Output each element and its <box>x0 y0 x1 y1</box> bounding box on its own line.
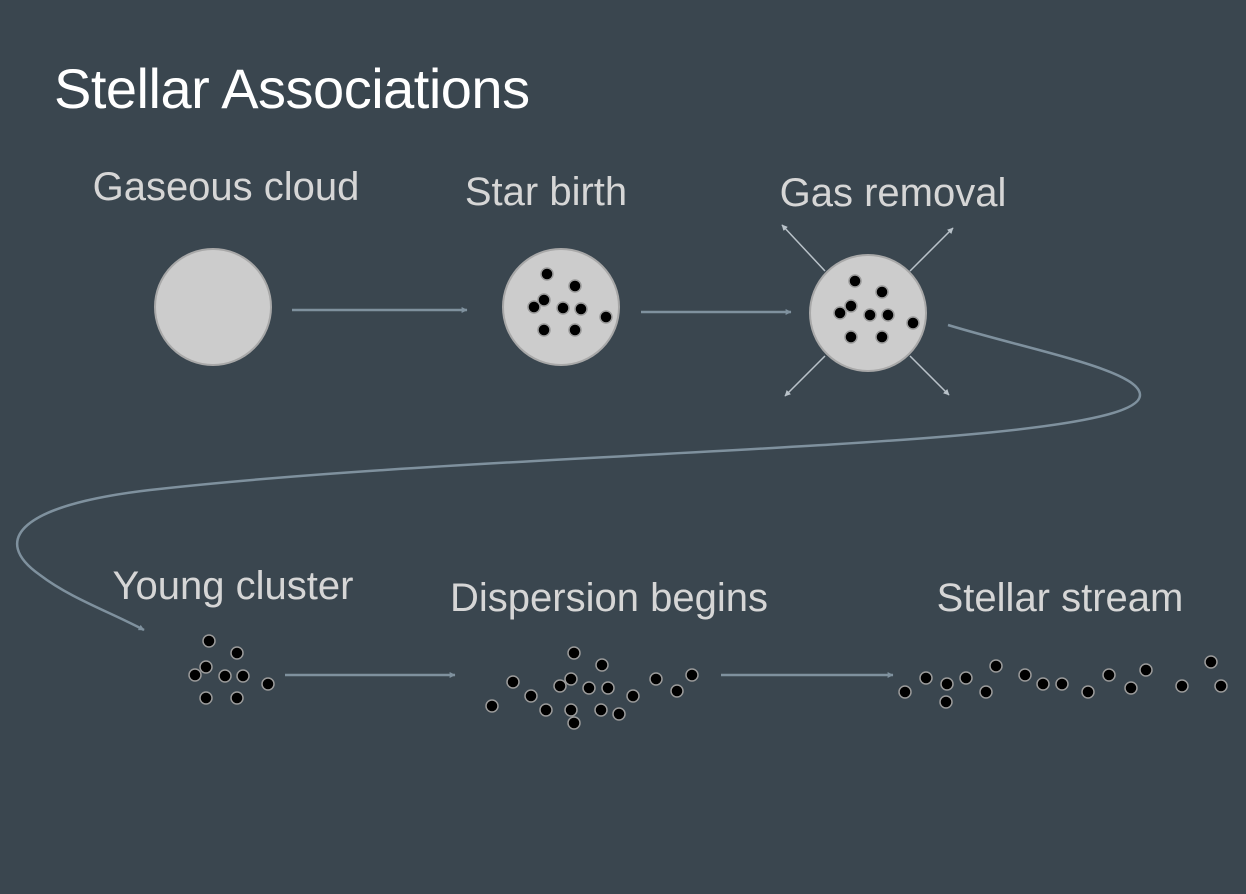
dispersion-begins-star-dot <box>582 681 596 695</box>
stellar-stream-star-dot <box>979 685 993 699</box>
gas-outflow-arrow-ur <box>909 227 954 272</box>
dispersion-begins-star-dot <box>506 675 520 689</box>
young-cluster-star-dot <box>230 646 244 660</box>
dispersion-begins-star-dot <box>685 668 699 682</box>
gas-removal-star-dot <box>875 330 889 344</box>
dispersion-begins-star-dot <box>485 699 499 713</box>
gas-outflow-arrow-lr <box>909 355 950 396</box>
young-cluster-star-dot <box>218 669 232 683</box>
star-birth-star-dot <box>599 310 613 324</box>
stage-label-dispersion-begins: Dispersion begins <box>450 576 768 620</box>
star-birth-star-dot <box>527 300 541 314</box>
stellar-stream-star-dot <box>1124 681 1138 695</box>
stellar-stream-star-dot <box>1036 677 1050 691</box>
young-cluster-star-dot <box>230 691 244 705</box>
gas-outflow-arrow-ul <box>781 224 826 272</box>
dispersion-begins-star-dot <box>564 703 578 717</box>
stage-label-stellar-stream: Stellar stream <box>936 576 1184 620</box>
stellar-stream-star-dot <box>1081 685 1095 699</box>
dispersion-begins-star-dot <box>553 679 567 693</box>
star-birth-star-dot <box>556 301 570 315</box>
star-birth-star-dot <box>568 279 582 293</box>
gas-removal-star-dot <box>833 306 847 320</box>
stars-layer <box>188 267 1228 730</box>
stellar-stream-star-dot <box>919 671 933 685</box>
gas-outflow-arrow-ll <box>784 355 826 397</box>
stage-label-gas-removal: Gas removal <box>779 171 1007 215</box>
star-birth-star-dot <box>540 267 554 281</box>
stellar-stream-star-dot <box>939 695 953 709</box>
young-cluster-star-dot <box>202 634 216 648</box>
star-birth-star-dot <box>574 302 588 316</box>
dispersion-begins-star-dot <box>626 689 640 703</box>
young-cluster-star-dot <box>261 677 275 691</box>
star-birth-star-dot <box>537 293 551 307</box>
stage-label-young-cluster: Young cluster <box>112 564 354 608</box>
dispersion-begins-star-dot <box>612 707 626 721</box>
gas-removal-star-dot <box>906 316 920 330</box>
dispersion-begins-star-dot <box>539 703 553 717</box>
stellar-stream-star-dot <box>1102 668 1116 682</box>
stellar-stream-star-dot <box>1175 679 1189 693</box>
young-cluster-star-dot <box>236 669 250 683</box>
stellar-stream-star-dot <box>898 685 912 699</box>
dispersion-begins-star-dot <box>670 684 684 698</box>
stellar-stream-star-dot <box>1055 677 1069 691</box>
gas-removal-star-dot <box>844 330 858 344</box>
stage-label-gaseous-cloud: Gaseous cloud <box>92 165 360 209</box>
young-cluster-star-dot <box>188 668 202 682</box>
stellar-stream-star-dot <box>959 671 973 685</box>
stellar-stream-star-dot <box>940 677 954 691</box>
dispersion-begins-star-dot <box>595 658 609 672</box>
stage-label-star-birth: Star birth <box>464 170 628 214</box>
stellar-stream-star-dot <box>1139 663 1153 677</box>
dispersion-begins-star-dot <box>524 689 538 703</box>
stellar-stream-star-dot <box>1204 655 1218 669</box>
gas-removal-star-dot <box>848 274 862 288</box>
dispersion-begins-star-dot <box>567 646 581 660</box>
star-birth-star-dot <box>537 323 551 337</box>
dispersion-begins-star-dot <box>594 703 608 717</box>
page-title: Stellar Associations <box>54 57 530 120</box>
gas-removal-star-dot <box>863 308 877 322</box>
arrow-removal-to-cluster <box>15 323 1142 632</box>
young-cluster-star-dot <box>199 691 213 705</box>
stellar-stream-star-dot <box>1214 679 1228 693</box>
gas-removal-star-dot <box>844 299 858 313</box>
gas-removal-star-dot <box>881 308 895 322</box>
stellar-stream-star-dot <box>1018 668 1032 682</box>
gas-removal-star-dot <box>875 285 889 299</box>
gaseous-cloud-circle <box>154 248 272 366</box>
star-birth-star-dot <box>568 323 582 337</box>
dispersion-begins-star-dot <box>567 716 581 730</box>
dispersion-begins-star-dot <box>601 681 615 695</box>
young-cluster-star-dot <box>199 660 213 674</box>
dispersion-begins-star-dot <box>564 672 578 686</box>
stellar-stream-star-dot <box>989 659 1003 673</box>
dispersion-begins-star-dot <box>649 672 663 686</box>
